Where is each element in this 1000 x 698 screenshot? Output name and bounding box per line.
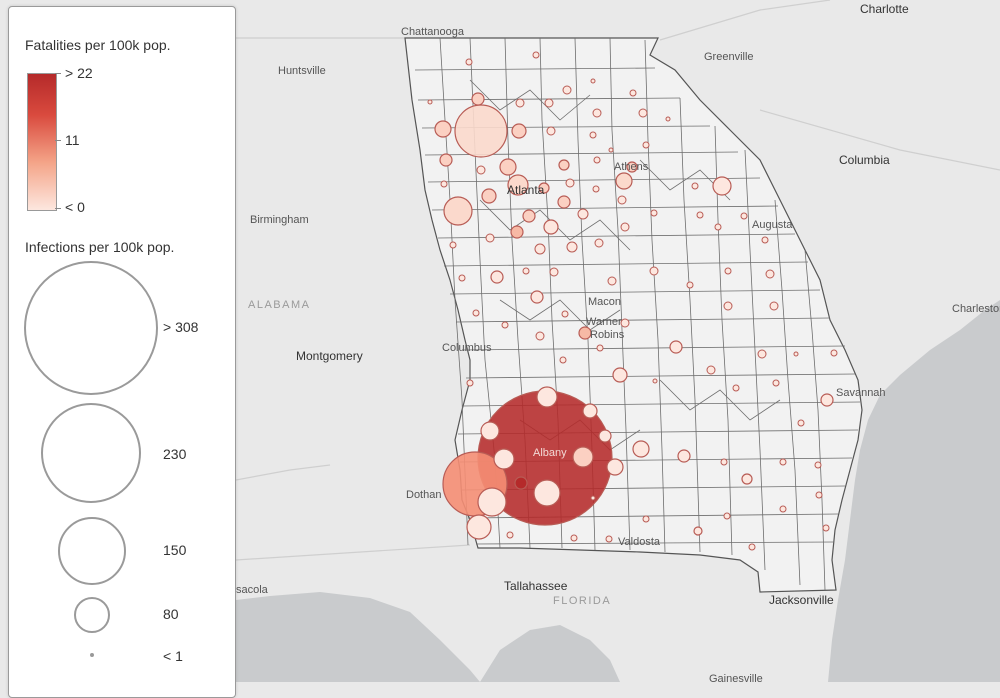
gulf-of-mexico	[236, 592, 480, 682]
size-circle-230	[41, 403, 141, 503]
bubble-nw-5[interactable]	[439, 153, 453, 167]
bubble-atl-1[interactable]	[507, 174, 529, 196]
infections-legend-title: Infections per 100k pop.	[25, 239, 175, 255]
bubble-sw-5[interactable]	[493, 448, 515, 470]
bubble-atl-3[interactable]	[522, 209, 536, 223]
size-label-308: > 308	[163, 319, 199, 335]
bubble-e-1[interactable]	[820, 393, 834, 407]
label-atlanta: Atlanta	[507, 183, 545, 197]
atlantic-ocean	[828, 300, 1000, 682]
bubble-sw-7[interactable]	[572, 446, 594, 468]
ramp-label-high: > 22	[65, 65, 93, 81]
size-circle-150	[58, 517, 126, 585]
bubble-ne-3[interactable]	[626, 161, 638, 173]
size-label-150: 150	[163, 542, 187, 558]
size-label-1: < 1	[163, 648, 183, 664]
bubble-c-3[interactable]	[632, 440, 650, 458]
label-macon: Macon	[588, 296, 621, 308]
label-dothan: Dothan	[406, 489, 441, 501]
label-alabama: ALABAMA	[248, 299, 310, 311]
bubble-atl-7[interactable]	[538, 182, 550, 194]
bubble-sw-9[interactable]	[582, 403, 598, 419]
bubble-sw-8[interactable]	[606, 458, 624, 476]
label-greenville: Greenville	[704, 51, 754, 63]
bubble-atl-6[interactable]	[557, 195, 571, 209]
city-labels: Charlotte Chattanooga Huntsville Greenvi…	[236, 2, 1000, 682]
label-chattanooga: Chattanooga	[401, 26, 465, 38]
bubble-sw-1[interactable]	[533, 479, 561, 507]
label-columbus: Columbus	[442, 342, 492, 354]
label-savannah: Savannah	[836, 387, 886, 399]
bubble-rome-area[interactable]	[454, 104, 508, 158]
bubble-ne-4[interactable]	[558, 159, 570, 171]
bubble-nw-6[interactable]	[499, 158, 517, 176]
label-columbia: Columbia	[839, 153, 890, 167]
label-albany: Albany	[533, 447, 567, 459]
bubble-atl-5[interactable]	[510, 225, 524, 239]
bubble-c-7[interactable]	[669, 340, 683, 354]
bubble-c-4[interactable]	[677, 449, 691, 463]
ramp-label-mid: 11	[65, 132, 80, 148]
fatalities-legend-title: Fatalities per 100k pop.	[25, 37, 171, 53]
size-label-230: 230	[163, 446, 187, 462]
bubble-c-1[interactable]	[578, 326, 592, 340]
bubble-nw-2[interactable]	[434, 120, 452, 138]
label-charlotte: Charlotte	[860, 2, 909, 16]
bubble-sw-3[interactable]	[466, 514, 492, 540]
bubble-ne-1[interactable]	[615, 172, 633, 190]
label-montgomery: Montgomery	[296, 349, 363, 363]
ramp-tick-high	[55, 73, 61, 74]
size-label-80: 80	[163, 606, 179, 622]
bubble-atl-4[interactable]	[543, 219, 559, 235]
label-robins: Robins	[590, 329, 625, 341]
bubble-sw-10[interactable]	[598, 429, 612, 443]
bubble-c-6[interactable]	[490, 270, 504, 284]
label-huntsville: Huntsville	[278, 65, 326, 77]
bubble-sw-6[interactable]	[480, 421, 500, 441]
bubble-nw-4[interactable]	[471, 92, 485, 106]
size-circle-80	[74, 597, 110, 633]
label-florida: FLORIDA	[553, 595, 611, 607]
size-circle-1	[90, 653, 94, 657]
bubble-sw-4[interactable]	[536, 386, 558, 408]
label-jacksonville: Jacksonville	[769, 593, 834, 607]
bubble-c-2[interactable]	[612, 367, 628, 383]
label-athens: Athens	[614, 161, 649, 173]
ramp-tick-mid	[55, 140, 61, 141]
label-gainesville: Gainesville	[709, 673, 763, 682]
label-charleston: Charleston	[952, 303, 1000, 315]
bubble-sw-11[interactable]	[514, 476, 528, 490]
label-pensacola: sacola	[236, 584, 269, 596]
bubble-s-2[interactable]	[693, 526, 703, 536]
label-warner: Warner	[586, 316, 622, 328]
ramp-tick-low	[55, 208, 61, 209]
bubble-nw-1[interactable]	[443, 196, 473, 226]
bubble-s-1[interactable]	[741, 473, 753, 485]
label-augusta: Augusta	[752, 219, 793, 231]
ramp-label-low: < 0	[65, 199, 85, 215]
fatalities-color-ramp	[27, 73, 57, 211]
bubble-sw-2[interactable]	[477, 487, 507, 517]
bubble-ne-2[interactable]	[712, 176, 732, 196]
county-bubbles[interactable]	[434, 92, 834, 540]
label-valdosta: Valdosta	[618, 536, 661, 548]
label-tallahassee: Tallahassee	[504, 579, 568, 593]
bubble-atl-2[interactable]	[481, 188, 497, 204]
bubble-nw-3[interactable]	[511, 123, 527, 139]
size-circle-308	[24, 261, 158, 395]
label-birmingham: Birmingham	[250, 214, 309, 226]
bubble-c-5[interactable]	[530, 290, 544, 304]
gulf-bay	[480, 625, 620, 682]
small-bubbles[interactable]	[427, 51, 838, 551]
legend-panel: Fatalities per 100k pop. > 22 11 < 0 Inf…	[8, 6, 236, 698]
